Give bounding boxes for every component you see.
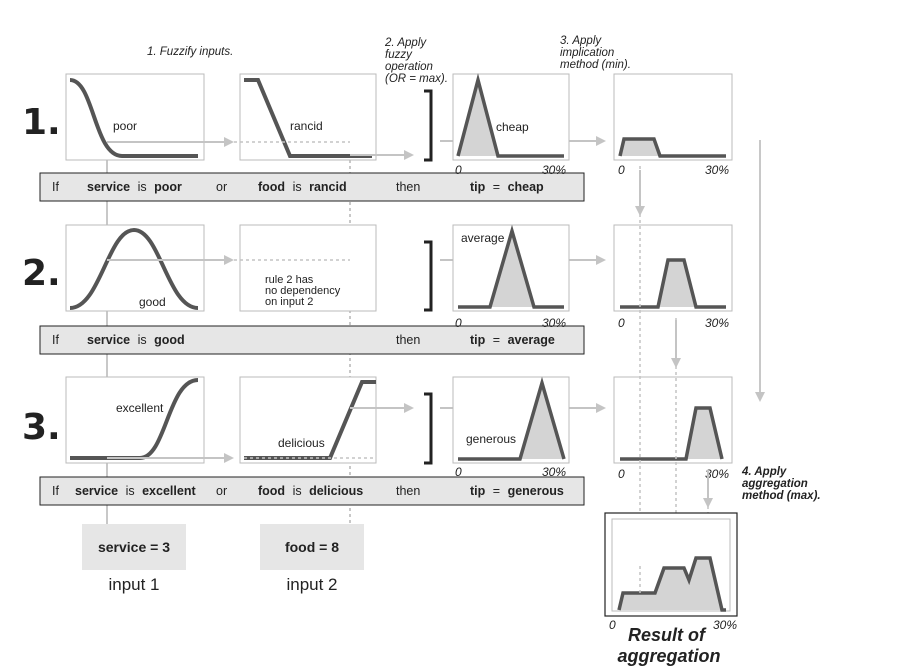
generous-clipped-curve [620, 406, 724, 461]
result-label: Result of aggregation [617, 625, 720, 666]
average-mf-curve [458, 224, 564, 309]
svg-text:30%: 30% [705, 163, 729, 177]
rule-3-implication-panel: 0 30% [613, 376, 733, 481]
axis-max: 30% [542, 163, 566, 177]
aggregated-output-curve [617, 556, 726, 612]
excellent-label: excellent [116, 401, 164, 415]
svg-text:0: 0 [618, 467, 625, 481]
axis-zero: 0 [455, 163, 462, 177]
rule-1-output-cheap-panel: cheap 0 30% [452, 73, 570, 177]
rule-1-bar: If service is poor or food is rancid the… [39, 172, 585, 202]
svg-text:30%: 30% [705, 467, 729, 481]
rancid-label: rancid [290, 119, 323, 133]
poor-mf-curve [69, 78, 198, 158]
step-3-label: 3. Apply implication method (min). [560, 35, 631, 71]
rule-3-service-excellent-panel: excellent [65, 376, 205, 464]
input-1-value: service = 3 [98, 539, 170, 555]
rule-2-food-note-panel: rule 2 has no dependency on input 2 [239, 224, 377, 312]
rule-2-note: rule 2 has no dependency on input 2 [265, 274, 343, 308]
svg-text:If service is: If service is poor or food is rancid the… [52, 180, 544, 194]
good-mf-curve [69, 227, 199, 310]
rule-2-bar: If service is good then tip = average [39, 325, 585, 355]
average-clipped-curve [620, 258, 726, 309]
rule-1-or-bracket [424, 89, 433, 162]
input-2-value: food = 8 [285, 539, 339, 555]
input-1-box: service = 3 [82, 524, 186, 570]
rule-3-food-delicious-panel: delicious [239, 376, 377, 464]
cheap-label: cheap [496, 120, 529, 134]
aggregation-result-panel [604, 512, 738, 617]
rule-1-number: 1. [22, 102, 61, 143]
delicious-label: delicious [278, 436, 325, 450]
rule-3-number: 3. [22, 407, 61, 448]
svg-text:If service is: If service is excellent or food is delic… [52, 484, 564, 498]
rule-2-output-average-panel: average 0 30% [452, 224, 570, 330]
rule-1-service-poor-panel: poor [65, 73, 205, 161]
step-1-label: 1. Fuzzify inputs. [147, 46, 233, 58]
rule-2-service-good-panel: good [65, 224, 205, 312]
step-4-label: 4. Apply aggregation method (max). [741, 466, 821, 502]
cheap-mf-curve [456, 73, 564, 158]
rule-2-bracket [424, 240, 433, 312]
svg-text:0: 0 [618, 316, 625, 330]
input-2-box: food = 8 [260, 524, 364, 570]
rule-2-number: 2. [22, 253, 61, 294]
result-axis-zero: 0 [609, 618, 616, 632]
rule-3-output-generous-panel: generous 0 30% [452, 376, 570, 479]
good-label: good [139, 295, 166, 309]
svg-text:0: 0 [618, 163, 625, 177]
average-label: average [461, 231, 505, 245]
input-2-label: input 2 [286, 575, 337, 594]
step-2-label: 2. Apply fuzzy operation (OR = max). [384, 37, 448, 85]
generous-mf-curve [458, 376, 566, 461]
input-1-label: input 1 [108, 575, 159, 594]
rule-2-implication-panel: 0 30% [613, 224, 733, 330]
result-axis-max: 30% [713, 618, 737, 632]
rule-3-or-bracket [424, 392, 433, 465]
generous-label: generous [466, 432, 516, 446]
cheap-clipped-curve [618, 137, 726, 158]
svg-text:0: 0 [455, 465, 462, 479]
rule-1-food-rancid-panel: rancid [239, 73, 377, 161]
svg-text:0: 0 [455, 316, 462, 330]
rancid-mf-curve [244, 78, 372, 158]
svg-text:30%: 30% [705, 316, 729, 330]
svg-text:30%: 30% [542, 316, 566, 330]
rule-1-implication-panel: 0 30% [613, 73, 733, 177]
rule-3-bar: If service is excellent or food is delic… [39, 476, 585, 506]
poor-label: poor [113, 119, 137, 133]
svg-text:30%: 30% [542, 465, 566, 479]
svg-text:If service is: If service is good then tip = average [52, 333, 555, 347]
